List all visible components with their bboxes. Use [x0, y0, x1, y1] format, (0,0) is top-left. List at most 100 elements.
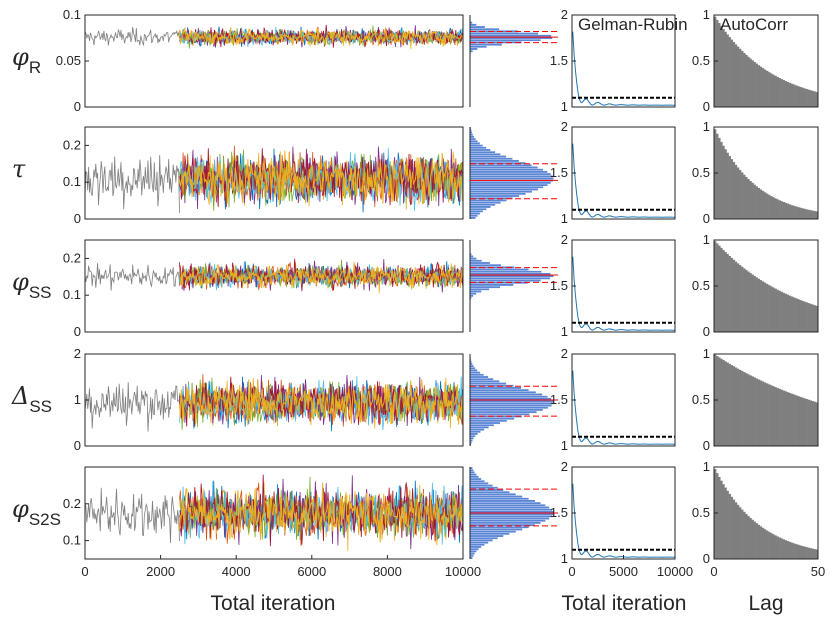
autocorr-bar	[813, 401, 817, 446]
histogram-bin	[469, 205, 491, 209]
trace-xtick-label: 10000	[445, 564, 481, 579]
histogram-bin	[469, 192, 526, 196]
autocorr-bar	[720, 247, 723, 332]
trace-plot-area	[85, 24, 463, 50]
autocorr-bar	[759, 526, 763, 559]
trace-ytick-label: 0	[74, 99, 81, 114]
trace-ytick-label: 0.05	[56, 53, 81, 68]
histogram-bin	[469, 550, 477, 553]
histogram-bin	[469, 554, 474, 557]
gelman-rubin-panel-tau: 11.52	[550, 119, 676, 226]
autocorr-bar	[813, 211, 817, 219]
autocorr-bar	[736, 263, 740, 332]
histogram-bin	[469, 497, 530, 501]
autocorr-bar	[728, 493, 731, 559]
histogram-panels	[469, 15, 558, 560]
autocorr-bar	[807, 399, 810, 446]
autocorr-bar	[805, 209, 808, 219]
autocorr-bar	[788, 392, 792, 446]
autocorr-bar	[770, 196, 773, 219]
histogram-bin	[469, 525, 530, 529]
trace-xtick-label: 0	[81, 564, 88, 579]
autocorr-bar	[776, 76, 779, 107]
histogram-bin	[469, 404, 552, 407]
autocorr-bar	[782, 202, 786, 219]
autocorr-bar	[759, 189, 763, 219]
autocorr-bar	[732, 499, 736, 559]
trace-ytick-label: 0	[74, 211, 81, 226]
trace-panel-phi_SS: 0 0.1 0.2	[63, 239, 464, 339]
autocorr-bar	[780, 389, 783, 446]
autocorr-bar	[797, 86, 800, 107]
autocorr-bar	[743, 511, 746, 559]
autocorr-bar	[793, 394, 796, 446]
autocorr-bar	[757, 65, 761, 107]
trace-panels: 0 0.05 0.1 0 0.1 0.2 0 0.1 0.2 0 1 2 0.1 0.2 0 2000 4000…	[56, 7, 481, 579]
autocorr-bar	[811, 304, 815, 332]
autocorr-bar	[753, 276, 756, 332]
histogram-bin	[469, 292, 477, 295]
autocorr-bar	[747, 56, 750, 107]
histogram-bin	[469, 150, 496, 154]
trace-plot-area	[85, 374, 463, 432]
autocorr-bar	[716, 19, 719, 107]
autocorr-bar	[788, 295, 792, 332]
autocorr-bar	[782, 539, 786, 559]
autocorr-bar	[768, 384, 771, 446]
autocorr-bar	[716, 473, 719, 559]
chain-trace-5	[179, 476, 463, 541]
burnin-trace	[85, 26, 180, 47]
histogram-bin	[469, 199, 507, 202]
histogram-bin	[469, 410, 537, 414]
autocorr-bar	[795, 544, 798, 559]
autocorr-bar	[722, 360, 725, 446]
autocorr-bar	[786, 392, 790, 446]
histogram-bin	[469, 164, 533, 167]
autocorr-bar	[784, 540, 788, 559]
histogram-bin	[469, 528, 523, 531]
histogram-bin	[469, 530, 517, 533]
histogram-bin	[469, 257, 477, 260]
histogram-bin	[469, 139, 478, 143]
autocorr-bar	[797, 396, 800, 446]
histogram-bin	[469, 137, 476, 141]
param-label-tau: τ	[12, 155, 26, 183]
autocorr-bar	[770, 385, 773, 446]
autocorr-bar	[797, 544, 800, 559]
histogram-bin	[469, 38, 542, 42]
histogram-panel-tau	[469, 126, 558, 220]
autocorr-bar	[788, 82, 792, 107]
autocorr-bar	[793, 205, 796, 219]
histogram-bin	[469, 157, 513, 161]
gelman-rubin-ytick-label: 2	[561, 7, 568, 22]
histogram-bin	[469, 504, 546, 507]
autocorr-bar	[745, 176, 748, 219]
trace-ytick-label: 0.1	[63, 287, 81, 302]
autocorr-bar	[716, 133, 719, 219]
autocorr-bar	[732, 42, 736, 107]
autocorr-ytick-label: 1	[703, 232, 710, 247]
autocorr-bar	[728, 363, 731, 446]
histogram-bin	[469, 539, 494, 542]
autocorr-bar	[761, 281, 765, 332]
histogram-bin	[469, 25, 486, 29]
autocorr-bar	[749, 517, 752, 559]
autocorr-bar	[716, 356, 719, 446]
autocorr-bar	[795, 206, 798, 219]
histogram-bin	[469, 279, 541, 282]
autocorr-bar	[813, 91, 817, 107]
gelman-rubin-xtick-label: 10000	[657, 564, 693, 579]
autocorr-bar	[815, 305, 819, 332]
autocorr-bar	[776, 536, 779, 559]
autocorr-bar	[786, 203, 790, 219]
autocorr-ytick-label: 0.5	[692, 505, 710, 520]
burnin-trace	[85, 382, 180, 432]
histogram-bin	[469, 212, 481, 215]
autocorr-bar	[755, 277, 758, 332]
autocorr-bar	[724, 487, 727, 559]
autocorr-bar	[766, 70, 769, 107]
histogram-bin	[469, 190, 533, 193]
autocorr-bar	[780, 291, 783, 332]
gelman-rubin-ytick-label: 1.5	[550, 278, 568, 293]
histogram-bin	[469, 259, 483, 263]
